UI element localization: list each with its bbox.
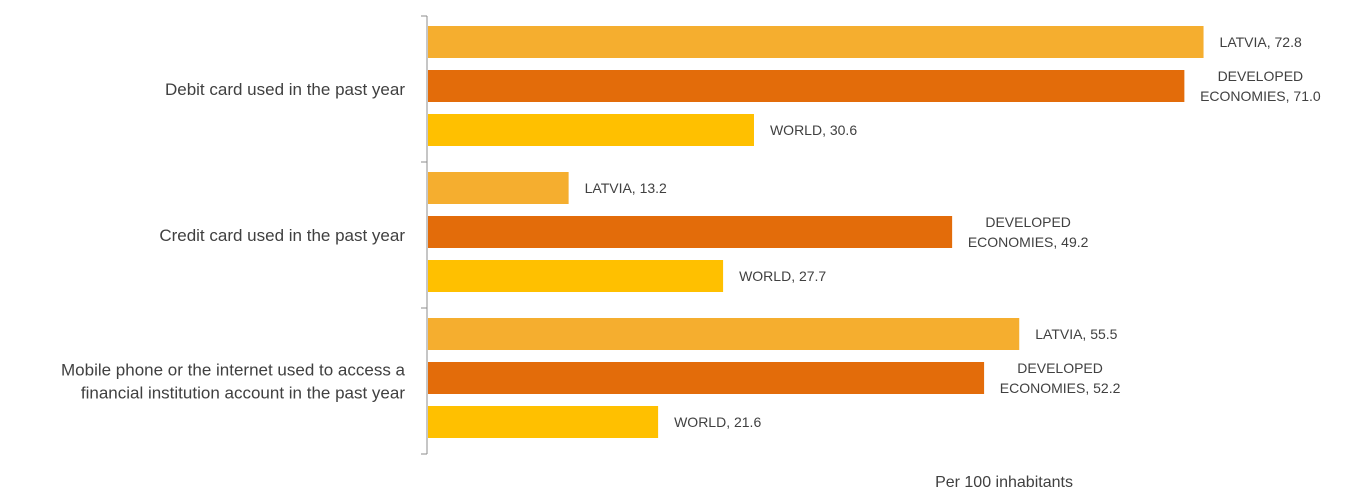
- category-label: Mobile phone or the internet used to acc…: [61, 361, 406, 403]
- category-label: Credit card used in the past year: [159, 226, 405, 245]
- bar-world: [428, 406, 659, 438]
- data-label: DEVELOPED ECONOMIES, 52.2: [1000, 360, 1121, 396]
- data-label: WORLD, 30.6: [770, 122, 857, 138]
- bar-world: [428, 260, 724, 292]
- bar-developed-economies: [428, 216, 953, 248]
- bar-latvia: [428, 172, 569, 204]
- bar-developed-economies: [428, 362, 985, 394]
- data-labels: LATVIA, 72.8 DEVELOPED ECONOMIES, 71.0 WORL…: [585, 34, 1321, 430]
- bar-latvia: [428, 26, 1204, 58]
- data-label: DEVELOPED ECONOMIES, 49.2: [968, 214, 1089, 250]
- bar-world: [428, 114, 754, 146]
- data-label: WORLD, 21.6: [674, 414, 761, 430]
- category-axis: [421, 15, 428, 455]
- x-axis-title: Per 100 inhabitants: [935, 474, 1073, 491]
- data-label: DEVELOPED ECONOMIES, 71.0: [1200, 68, 1321, 104]
- data-label: LATVIA, 72.8: [1220, 34, 1302, 50]
- bars: [428, 26, 1204, 438]
- data-label: WORLD, 27.7: [739, 268, 826, 284]
- category-labels: Debit card used in the past year Credit c…: [61, 80, 406, 403]
- bar-developed-economies: [428, 70, 1185, 102]
- data-label: LATVIA, 13.2: [585, 180, 667, 196]
- data-label: LATVIA, 55.5: [1035, 326, 1117, 342]
- bar-latvia: [428, 318, 1020, 350]
- category-label: Debit card used in the past year: [165, 80, 405, 99]
